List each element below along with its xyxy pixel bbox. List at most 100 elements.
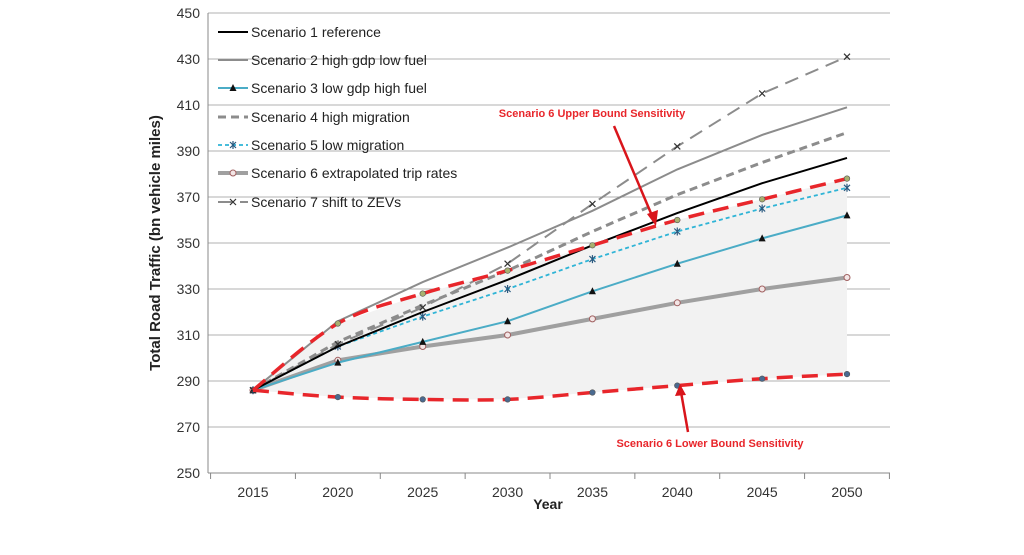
annotation-upper-arrow — [612, 125, 655, 219]
x-axis-label: Year — [533, 496, 563, 512]
bound-marker — [419, 396, 426, 403]
x-marker — [504, 260, 511, 268]
circle-marker — [229, 169, 237, 177]
series-lines — [249, 53, 851, 403]
bound-marker — [759, 196, 766, 203]
bound-line — [252, 372, 848, 402]
x-marker — [589, 200, 596, 208]
bound-marker — [674, 216, 681, 224]
y-tick-label: 290 — [177, 373, 201, 389]
circle-marker — [758, 285, 766, 293]
bound-marker — [504, 267, 511, 274]
x-tick-label: 2040 — [662, 484, 693, 500]
triangle-marker — [758, 234, 766, 242]
bound-upper — [251, 175, 851, 392]
y-tick-label: 450 — [177, 5, 201, 21]
y-tick-label: 250 — [177, 465, 201, 481]
legend-item: Scenario 6 extrapolated trip rates — [218, 165, 457, 181]
x-tick-label: 2015 — [237, 484, 268, 500]
y-tick-label: 370 — [177, 189, 201, 205]
legend-label: Scenario 7 shift to ZEVs — [251, 194, 401, 210]
bound-marker — [334, 320, 341, 327]
circle-marker — [504, 331, 512, 339]
legend-item: Scenario 3 low gdp high fuel — [218, 80, 427, 96]
triangle-marker — [504, 317, 512, 325]
triangle-marker — [334, 358, 342, 366]
legend-label: Scenario 6 extrapolated trip rates — [251, 165, 457, 181]
legend-item: Scenario 1 reference — [218, 24, 381, 40]
annotation-lower-arrowhead — [675, 384, 686, 396]
annotation-upper-bound: Scenario 6 Upper Bound Sensitivity — [499, 108, 686, 120]
x-marker — [843, 53, 851, 61]
legend-label: Scenario 3 low gdp high fuel — [251, 80, 427, 96]
star-marker — [758, 204, 766, 213]
x-tick-label: 2020 — [322, 484, 353, 500]
x-tick-label: 2050 — [831, 484, 862, 500]
series-1 — [252, 156, 848, 392]
x-marker — [673, 142, 681, 150]
bound-marker — [843, 175, 851, 182]
triangle-marker — [229, 84, 237, 91]
x-tick-label: 2025 — [407, 484, 438, 500]
star-marker — [589, 255, 596, 264]
series-line — [252, 55, 848, 392]
bound-marker — [589, 242, 596, 249]
triangle-marker — [419, 337, 427, 345]
y-tick-label: 310 — [177, 327, 201, 343]
legend-label: Scenario 1 reference — [251, 24, 381, 40]
y-tick-label: 390 — [177, 143, 201, 159]
circle-marker — [843, 274, 851, 281]
bound-marker — [843, 371, 851, 378]
x-marker — [229, 198, 237, 206]
x-tick-label: 2045 — [747, 484, 778, 500]
legend-item: Scenario 4 high migration — [218, 109, 410, 125]
annotation-lower-arrow — [679, 391, 690, 433]
y-axis-label: Total Road Traffic (bn vehicle miles) — [147, 115, 164, 371]
axes: 250 270 290 310 330 350 370 390 410 430 450 2015 202… — [177, 5, 890, 500]
bound-marker — [419, 290, 426, 297]
series-line — [252, 275, 848, 393]
triangle-marker — [673, 259, 681, 267]
legend-label: Scenario 5 low migration — [251, 137, 404, 153]
star-marker — [843, 183, 851, 192]
legend-item: Scenario 5 low migration — [218, 137, 404, 153]
series-line — [252, 131, 848, 392]
annotation-lower-bound: Scenario 6 Lower Bound Sensitivity — [616, 438, 804, 450]
circle-marker — [673, 299, 681, 307]
triangle-marker — [588, 287, 596, 295]
series-7 — [249, 53, 851, 394]
star-marker — [673, 227, 681, 236]
y-tick-label: 430 — [177, 51, 201, 67]
legend-label: Scenario 4 high migration — [251, 109, 410, 125]
bound-marker — [504, 396, 511, 403]
series-line — [252, 186, 848, 392]
y-tick-label: 410 — [177, 97, 201, 113]
annotation-upper-arrowhead — [647, 210, 658, 226]
circle-marker — [588, 315, 596, 323]
y-tick-label: 270 — [177, 419, 201, 435]
bound-marker — [334, 394, 341, 401]
star-marker — [419, 312, 427, 321]
x-tick-label: 2030 — [492, 484, 523, 500]
series-2 — [252, 106, 848, 391]
series-4 — [252, 131, 848, 392]
y-tick-label: 330 — [177, 281, 201, 297]
legend: Scenario 1 reference Scenario 2 high gdp … — [218, 24, 457, 210]
x-tick-label: 2035 — [577, 484, 608, 500]
series-line — [252, 156, 848, 392]
star-marker — [229, 141, 237, 149]
y-tick-label: 350 — [177, 235, 201, 251]
legend-label: Scenario 2 high gdp low fuel — [251, 52, 427, 68]
x-marker — [758, 90, 766, 97]
legend-item: Scenario 7 shift to ZEVs — [218, 194, 401, 210]
bound-marker — [589, 389, 596, 396]
series-3 — [249, 211, 851, 394]
triangle-marker — [843, 211, 851, 219]
star-marker — [504, 285, 511, 293]
sensitivity-band — [253, 178, 847, 400]
series-line — [252, 214, 848, 392]
x-marker — [419, 303, 427, 311]
legend-item: Scenario 2 high gdp low fuel — [218, 52, 427, 68]
bound-marker — [759, 375, 766, 382]
